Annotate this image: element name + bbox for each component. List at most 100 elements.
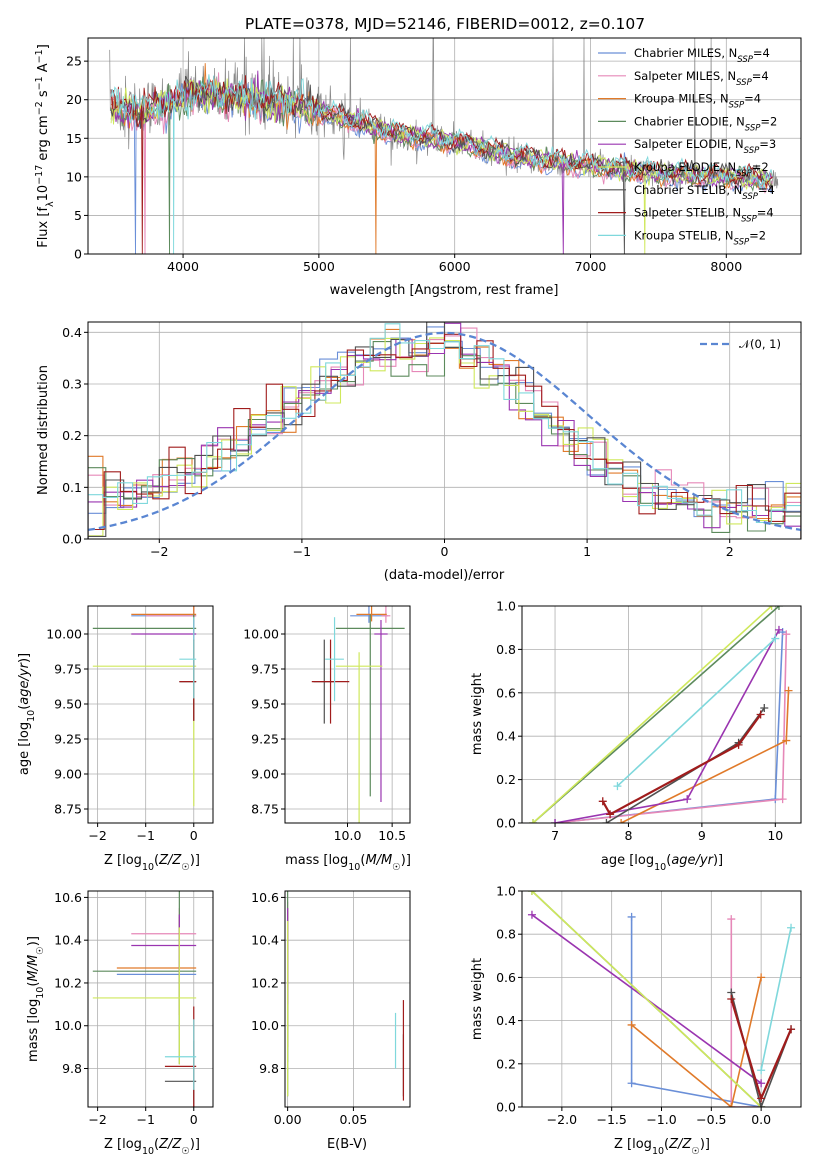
tick-label-y: 10.00 (46, 627, 82, 642)
tick-label-x: 0.05 (339, 1112, 367, 1127)
tick-label-y: 0.0 (496, 1100, 516, 1115)
point-marker (734, 740, 743, 749)
label-part: −1 (34, 49, 45, 63)
model-spectrum-line (110, 75, 773, 254)
tick-label-x: −2 (88, 1112, 106, 1127)
label-part: ☉ (181, 862, 190, 873)
label-part: ( (26, 982, 41, 987)
label-part: )] (17, 653, 32, 663)
y-axis-label: mass [log10(M/M☉)] (26, 936, 46, 1062)
point-marker (771, 634, 780, 643)
point-marker (767, 606, 776, 610)
legend-entry: Salpeter MILES, NSSP=4 (634, 69, 769, 88)
legend-entry: Salpeter STELIB, NSSP=4 (634, 206, 774, 225)
point-marker (727, 1103, 736, 1107)
model-spectrum-line (110, 75, 773, 254)
tick-label-y: 9.8 (259, 1061, 279, 1076)
legend-entry: Chabrier ELODIE, NSSP=2 (634, 114, 777, 133)
label-part: 10 (35, 987, 46, 999)
label-part: M/M (365, 853, 392, 868)
legend-sub: SSP (729, 101, 745, 111)
panel-residuals: −2 −1 0 1 2 0.0 0.1 0.2 0.3 0.4 𝒩(0, 1) (data-model… (36, 321, 802, 583)
legend-sub: SSP (741, 215, 757, 225)
tick-label-x: −0.5 (696, 1112, 726, 1127)
label-part: )] (26, 936, 41, 946)
tick-label-x: −1.5 (596, 1112, 626, 1127)
legend-text: Kroupa STELIB, N (634, 228, 734, 242)
label-part: λ (45, 201, 56, 207)
label-part: 10 (652, 1146, 664, 1157)
label-part: M/M (26, 955, 41, 982)
tick-label-x: 10.5 (378, 828, 406, 843)
legend-entry: Kroupa MILES, NSSP=4 (634, 92, 761, 111)
label-part: )] (700, 1137, 710, 1152)
legend-count: =3 (759, 137, 776, 151)
plot-area (92, 891, 197, 1107)
tick-label-y: 10.00 (243, 627, 279, 642)
legend-entry: Kroupa STELIB, NSSP=2 (634, 228, 766, 247)
legend-entry: 𝒩(0, 1) (739, 337, 781, 351)
tick-label-x: 1 (583, 544, 591, 559)
legend-count: =4 (753, 46, 770, 60)
tick-label-y: 0.1 (62, 480, 82, 495)
label-part: ( (664, 1137, 669, 1152)
label-part: mass weight (470, 673, 485, 755)
tick-label-x: −1 (293, 544, 311, 559)
legend-entry: Kroupa ELODIE, NSSP=2 (634, 160, 769, 179)
tick-label-y: 8.75 (251, 802, 279, 817)
tick-label-y: 10.4 (251, 933, 279, 948)
tick-label-y: 10.2 (54, 975, 82, 990)
point-marker (551, 819, 560, 823)
tick-label-y: 10 (66, 169, 82, 184)
y-axis-label: age [log10(age/yr)] (17, 653, 37, 775)
label-part: E(B-V) (327, 1137, 367, 1152)
label-part: age [log (601, 853, 654, 868)
point-marker (613, 782, 622, 791)
tick-label-y: 10.6 (54, 890, 82, 905)
weight-line (616, 637, 776, 787)
axes-frame (87, 37, 802, 255)
legend-count: =4 (757, 206, 774, 220)
tick-label-y: 8.75 (54, 802, 82, 817)
label-part: age/yr (671, 853, 714, 868)
label-part: 10 (142, 1146, 154, 1157)
label-part: 10 (36, 185, 51, 202)
tick-label-x: 0.0 (751, 1112, 771, 1127)
plot-area (109, 38, 779, 254)
y-axis-label: Normed distribution (36, 365, 51, 495)
point-marker (529, 819, 538, 823)
legend-sub: SSP (737, 55, 753, 65)
x-axis-label: wavelength [Angstrom, rest frame] (330, 283, 559, 298)
x-axis-label: Z [log10(Z/Z☉)] (104, 853, 200, 873)
tick-label-y: 0.4 (62, 325, 82, 340)
label-part: )] (190, 1137, 200, 1152)
tick-label-y: 0.6 (496, 970, 516, 985)
x-axis-label: E(B-V) (327, 1137, 367, 1152)
label-part: age/yr (17, 661, 32, 704)
tick-label-y: 20 (66, 92, 82, 107)
tick-label-x: 7000 (575, 259, 607, 274)
tick-label-x: −1 (136, 1112, 154, 1127)
weight-line (601, 713, 762, 816)
label-part: Z/Z (668, 1137, 692, 1152)
weight-line (631, 977, 762, 1107)
tick-label-y: 1.0 (496, 599, 516, 614)
tick-label-y: 0.8 (496, 642, 516, 657)
tick-label-y: 10.2 (251, 975, 279, 990)
x-axis-label: age [log10(age/yr)] (601, 853, 723, 873)
tick-label-y: 0 (74, 247, 82, 262)
label-part: s (36, 90, 51, 101)
tick-label-y: 0.2 (496, 772, 516, 787)
tick-label-y: 10.4 (54, 933, 82, 948)
legend-text: Salpeter STELIB, N (634, 206, 741, 220)
weight-line (605, 707, 765, 823)
label-part: ☉ (691, 1146, 700, 1157)
weight-line (532, 606, 773, 823)
axes-frame (521, 605, 802, 824)
panel-spectrum: 4000 5000 6000 7000 8000 0 5 10 15 20 25 wavelength… (34, 37, 802, 298)
tick-label-y: 0.3 (62, 377, 82, 392)
point-marker (774, 625, 783, 634)
tick-label-y: 9.25 (251, 732, 279, 747)
legend-count: =4 (758, 183, 775, 197)
